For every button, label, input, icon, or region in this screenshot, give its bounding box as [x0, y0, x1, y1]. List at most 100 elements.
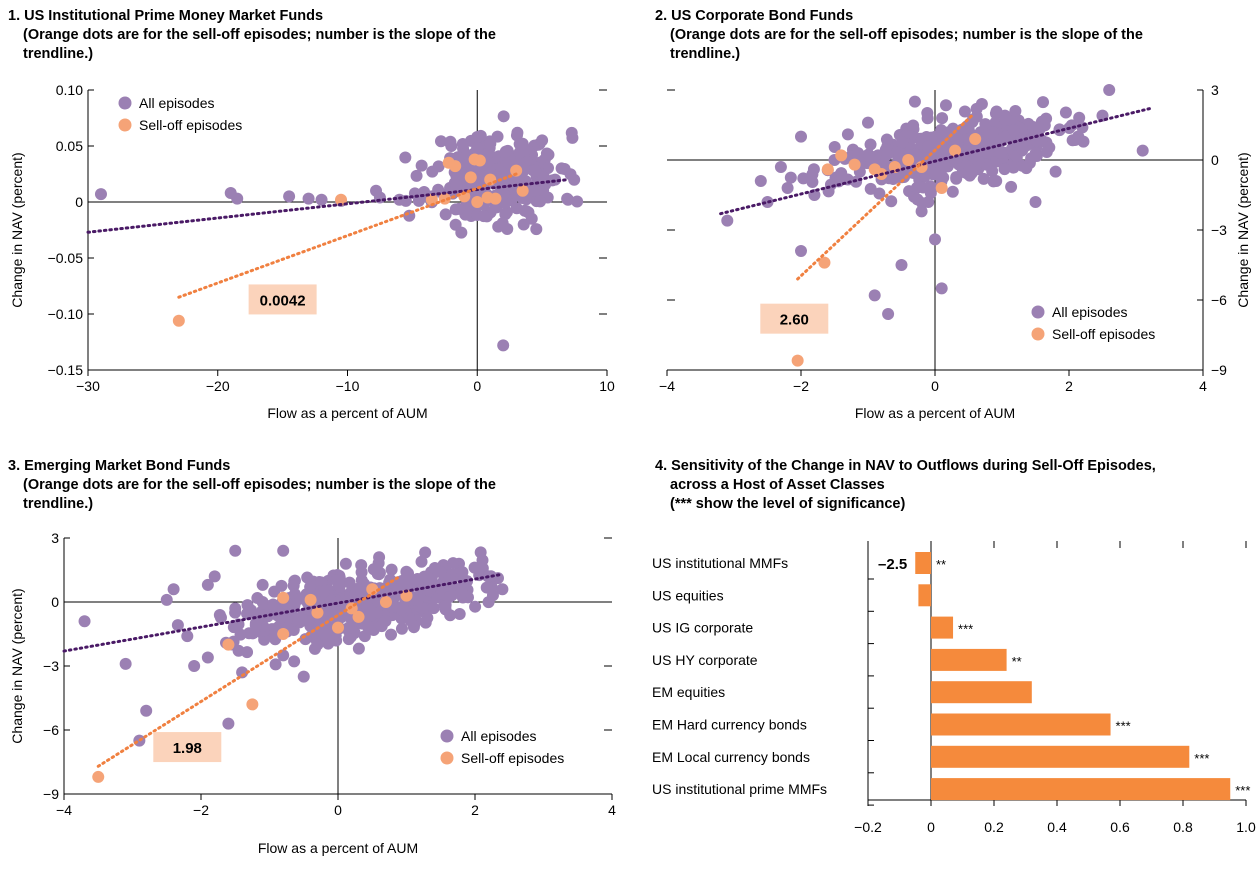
trendline-all	[86, 178, 570, 234]
y-axis-label: Change in NAV (percent)	[1235, 152, 1251, 307]
selloff-episode-point	[400, 589, 413, 602]
x-tick-label: 0	[931, 378, 939, 394]
x-tick-label: 0.2	[984, 819, 1004, 835]
bar-panel-4: 4. Sensitivity of the Change in NAV to O…	[652, 458, 1256, 835]
y-tick-label: −0.15	[48, 362, 84, 378]
all-episode-point	[232, 618, 245, 631]
bar	[931, 681, 1032, 704]
all-episode-point	[896, 136, 909, 149]
y-tick-label: 0	[75, 194, 83, 210]
all-episode-point	[229, 602, 242, 615]
all-episode-point	[979, 118, 992, 131]
y-tick-label: 0.05	[56, 138, 83, 154]
all-episode-point	[1005, 180, 1018, 193]
all-episode-point	[395, 622, 408, 635]
all-episode-point	[975, 98, 988, 110]
all-episode-point	[447, 557, 460, 570]
all-episode-point	[915, 205, 928, 218]
all-episode-point	[399, 151, 412, 164]
all-episode-point	[241, 646, 254, 659]
x-tick-label: −10	[336, 378, 360, 394]
all-episode-point	[530, 223, 543, 236]
all-episode-point	[908, 95, 921, 108]
all-episode-point	[999, 130, 1012, 143]
all-episode-point	[951, 133, 964, 146]
all-episode-point	[167, 583, 180, 596]
panel-title-line: (*** show the level of significance)	[670, 496, 905, 512]
all-episode-point	[171, 619, 184, 632]
all-episode-point	[1066, 134, 1079, 147]
all-episode-point	[784, 171, 797, 184]
selloff-episode-point	[425, 193, 438, 206]
all-episode-point	[140, 704, 153, 717]
x-tick-label: 1.0	[1236, 819, 1256, 835]
all-episode-point	[806, 175, 819, 188]
all-episode-point	[302, 615, 315, 628]
all-episode-point	[1016, 143, 1029, 156]
all-episode-point	[413, 580, 426, 593]
legend-all-marker	[1031, 305, 1045, 319]
legend-all-label: All episodes	[1052, 304, 1128, 320]
all-episode-point	[1033, 123, 1046, 136]
significance-label: ***	[1194, 751, 1209, 766]
all-episode-point	[317, 627, 330, 640]
all-episode-point	[277, 544, 290, 557]
trendline-all	[62, 572, 504, 653]
all-episode-point	[534, 195, 547, 208]
panel-title-line: 1. US Institutional Prime Money Market F…	[8, 8, 323, 24]
slope-label-box	[153, 732, 222, 763]
category-label: EM Hard currency bonds	[652, 717, 807, 733]
slope-label: 0.0042	[260, 292, 306, 309]
selloff-episode-point	[332, 621, 344, 634]
all-episode-point	[881, 148, 894, 161]
all-episode-point	[419, 546, 432, 559]
bar	[931, 616, 954, 639]
y-tick-label: −0.05	[48, 250, 84, 266]
all-episode-point	[410, 169, 423, 182]
selloff-episode-point	[835, 149, 848, 162]
all-episode-point	[421, 611, 434, 624]
all-episode-point	[343, 576, 356, 589]
scatter-panel-1: 1. US Institutional Prime Money Market F…	[8, 8, 615, 421]
all-episode-point	[317, 585, 330, 598]
significance-label: **	[1012, 654, 1022, 669]
all-episode-point	[999, 114, 1012, 127]
selloff-episode-point	[510, 164, 523, 177]
all-episode-point	[885, 195, 898, 208]
y-tick-label: 0	[1211, 152, 1219, 168]
y-tick-label: 0	[51, 594, 59, 610]
all-episode-point	[516, 137, 529, 150]
slope-label: 2.60	[780, 312, 809, 329]
all-episode-point	[474, 546, 487, 559]
selloff-episode-point	[458, 190, 471, 203]
all-episode-point	[1103, 84, 1116, 96]
all-episode-point	[542, 162, 555, 175]
selloff-episode-point	[818, 256, 831, 269]
all-episode-point	[822, 185, 835, 198]
all-episode-point	[571, 195, 584, 208]
all-episode-point	[994, 147, 1007, 160]
all-episode-point	[267, 598, 280, 611]
all-episode-point	[935, 126, 948, 139]
all-episode-point	[456, 566, 469, 579]
all-episode-point	[268, 623, 281, 636]
x-tick-label: 2	[471, 802, 479, 818]
all-episode-point	[426, 165, 439, 178]
all-episode-point	[78, 615, 91, 628]
all-episode-point	[208, 570, 221, 583]
all-episode-point	[529, 164, 542, 177]
x-tick-label: 2	[1065, 378, 1073, 394]
all-episode-point	[249, 619, 262, 632]
selloff-episode-point	[277, 628, 290, 640]
all-episode-point	[213, 608, 226, 621]
all-episode-point	[882, 308, 895, 320]
all-episode-point	[385, 563, 398, 576]
all-episode-point	[934, 170, 947, 183]
x-tick-label: 0	[927, 819, 935, 835]
selloff-episode-point	[222, 638, 235, 651]
all-episode-point	[229, 544, 242, 557]
all-episode-point	[1009, 105, 1022, 117]
selloff-episode-point	[311, 606, 324, 619]
x-tick-label: 4	[1199, 378, 1207, 394]
x-tick-label: 0	[334, 802, 342, 818]
